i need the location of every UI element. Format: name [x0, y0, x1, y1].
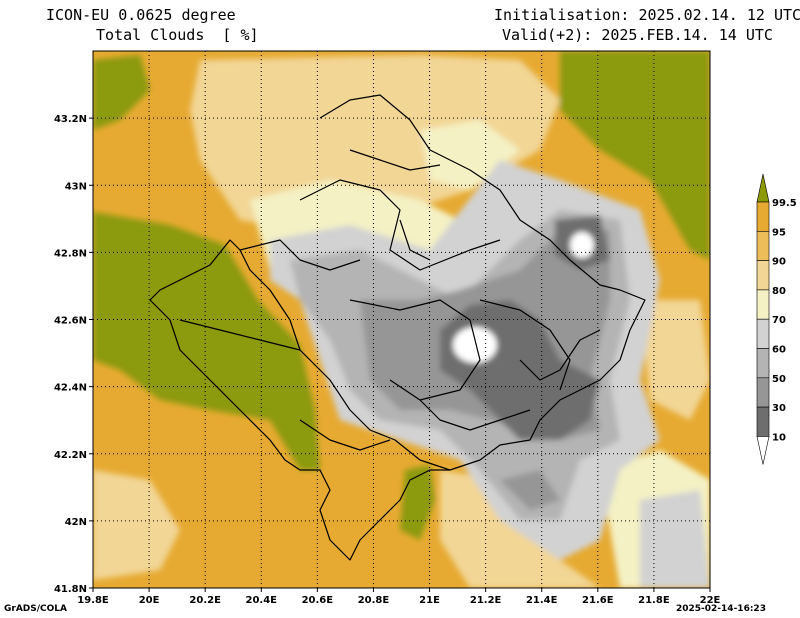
lat-tick-label: 42.2N — [54, 450, 87, 461]
region-border-7 — [419, 399, 531, 431]
valid-time: Valid(+2): 2025.FEB.14. 14 UTC — [502, 26, 773, 44]
lon-tick-label: 21E — [419, 595, 440, 606]
colorbar-label: 99.5 — [772, 198, 797, 209]
model-title: ICON-EU 0.0625 degree — [46, 6, 236, 24]
colorbar: 99.5 95 90 80 70 60 50 30 10 — [756, 173, 797, 465]
lat-tick-label: 41.8N — [54, 584, 87, 595]
lon-tick-label: 20E — [139, 595, 160, 606]
region-border-2 — [349, 299, 481, 401]
colorbar-segment — [756, 318, 770, 349]
colorbar-cap-bottom — [756, 436, 770, 465]
cloud-region-midgray-2 — [500, 470, 560, 510]
region-border-9 — [299, 419, 391, 451]
cloud-region-clear-2 — [570, 232, 594, 258]
lon-tick-label: 19.8E — [77, 595, 109, 606]
colorbar-label: 10 — [772, 432, 786, 443]
init-time: Initialisation: 2025.02.14. 12 UTC — [494, 6, 800, 24]
region-border-10 — [399, 219, 431, 261]
cloud-region-tan-east — [640, 300, 710, 420]
colorbar-label: 80 — [772, 286, 786, 297]
region-border-6 — [349, 149, 441, 171]
lon-tick-label: 21.2E — [470, 595, 502, 606]
cloud-region-clear-1 — [453, 327, 497, 363]
colorbar-label: 90 — [772, 257, 786, 268]
lat-tick-label: 42N — [65, 517, 87, 528]
software-credit: GrADS/COLA — [4, 604, 67, 614]
lat-tick-label: 43N — [65, 181, 87, 192]
lat-tick-label: 42.6N — [54, 316, 87, 327]
variable-title: Total Clouds [ %] — [96, 26, 259, 44]
cloud-region-olive-northwest — [93, 55, 150, 130]
cloud-region-paleyellow-3 — [420, 120, 520, 190]
colorbar-segment — [756, 377, 770, 408]
lon-tick-label: 20.6E — [302, 595, 334, 606]
colorbar-label: 30 — [772, 403, 786, 414]
colorbar-segment — [756, 406, 770, 437]
lon-tick-label: 20.2E — [189, 595, 221, 606]
lon-tick-label: 21.6E — [582, 595, 614, 606]
colorbar-label: 70 — [772, 315, 786, 326]
cloud-region-lightgray-east — [640, 490, 710, 588]
colorbar-label: 60 — [772, 345, 786, 356]
colorbar-label: 50 — [772, 374, 786, 385]
region-border-8 — [519, 329, 601, 381]
colorbar-label: 95 — [772, 227, 786, 238]
region-border-5 — [179, 319, 301, 351]
gridlines — [93, 51, 710, 588]
colorbar-segment — [756, 289, 770, 320]
colorbar-segment — [756, 231, 770, 261]
colorbar-segment — [756, 348, 770, 379]
lat-axis: 41.8N 42N 42.2N 42.4N 42.6N 42.8N 43N 43.2N — [54, 114, 93, 595]
colorbar-segment — [756, 201, 770, 232]
borders — [149, 94, 646, 561]
region-border-1 — [299, 179, 501, 271]
lat-tick-label: 42.8N — [54, 248, 87, 259]
lon-tick-label: 20.4E — [246, 595, 278, 606]
colorbar-cap-top — [756, 173, 770, 203]
colorbar-segment — [756, 260, 770, 291]
cloud-region-tan-southwest — [93, 470, 180, 580]
lon-tick-label: 20.8E — [358, 595, 390, 606]
cloud-field — [93, 51, 710, 588]
lon-tick-label: 21.4E — [526, 595, 558, 606]
region-border-4 — [239, 239, 361, 271]
lon-tick-label: 22E — [700, 595, 721, 606]
cloud-region-olive-west — [93, 212, 320, 470]
generated-timestamp: 2025-02-14-16:23 — [676, 604, 766, 614]
lon-axis: 19.8E 20E 20.2E 20.4E 20.6E 20.8E 21E 21.2E 21.4… — [77, 588, 721, 606]
lat-tick-label: 43.2N — [54, 114, 87, 125]
lat-tick-label: 42.4N — [54, 383, 87, 394]
region-border-3 — [479, 299, 571, 391]
lon-tick-label: 21.8E — [638, 595, 670, 606]
